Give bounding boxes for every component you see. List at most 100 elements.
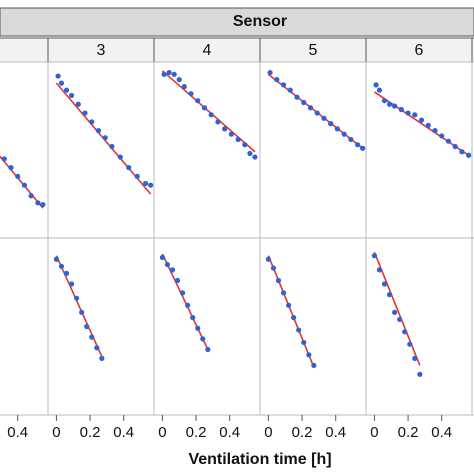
data-point [452, 143, 458, 150]
panel [53, 255, 105, 361]
data-point [402, 329, 408, 335]
data-point [280, 290, 287, 296]
data-point [445, 138, 452, 144]
data-point [381, 281, 388, 287]
data-point [314, 110, 320, 116]
panel [267, 69, 366, 151]
data-point [371, 253, 378, 259]
panel-frame [365, 61, 473, 239]
column-label: 6 [415, 42, 424, 59]
column-strip [259, 37, 367, 63]
x-tick-label: 0 [52, 424, 60, 441]
data-point [142, 180, 149, 187]
x-tick-label: 0.2 [80, 424, 101, 441]
fit-line [267, 255, 315, 368]
data-point [354, 142, 361, 148]
data-point [166, 69, 172, 76]
data-point [84, 323, 90, 330]
data-point [15, 173, 21, 179]
panel-frame [259, 237, 367, 416]
data-point [40, 201, 46, 208]
data-point [8, 165, 14, 171]
x-tick-label: 0.4 [7, 424, 28, 441]
data-point [28, 193, 34, 199]
data-point [328, 121, 334, 127]
data-point [21, 182, 28, 188]
data-point [63, 270, 70, 276]
data-point [459, 149, 465, 155]
data-point [176, 77, 182, 83]
data-point [89, 119, 95, 125]
data-point [1, 156, 7, 162]
data-point [235, 136, 241, 143]
data-point [148, 182, 154, 188]
data-point [418, 117, 425, 123]
data-point [109, 143, 115, 150]
column-strip [153, 37, 261, 63]
data-point [334, 126, 340, 132]
data-point [280, 82, 287, 88]
panel [159, 253, 211, 353]
data-point [267, 69, 273, 76]
data-point [341, 131, 347, 137]
data-point [215, 119, 221, 125]
data-point [89, 334, 95, 340]
data-point [392, 103, 398, 109]
data-point [208, 112, 214, 118]
data-point [386, 101, 393, 107]
data-point [252, 154, 258, 160]
data-point [180, 290, 186, 296]
data-point [159, 254, 166, 261]
data-point [412, 112, 418, 118]
data-point [181, 84, 187, 90]
panel-frame [471, 237, 474, 416]
data-point [75, 101, 81, 107]
data-point [407, 341, 413, 347]
data-point [79, 309, 85, 315]
fit-line [0, 155, 44, 209]
data-point [286, 302, 292, 308]
panel-frame [471, 61, 474, 239]
data-point [222, 126, 228, 132]
column-strip [0, 37, 49, 63]
x-tick-label: 0.2 [186, 424, 207, 441]
panel-frame [259, 61, 367, 239]
x-tick-label: 0 [158, 424, 166, 441]
data-point [287, 87, 293, 93]
panel [373, 82, 472, 158]
data-point [270, 265, 277, 271]
data-point [242, 142, 248, 148]
data-point [360, 145, 366, 151]
data-point [417, 371, 423, 377]
x-tick-label: 0.2 [398, 424, 419, 441]
data-point [164, 261, 171, 268]
x-tick-label: 0.4 [113, 424, 134, 441]
data-point [82, 110, 88, 116]
data-point [307, 105, 314, 111]
fit-line [373, 251, 421, 366]
data-point [169, 267, 176, 273]
data-point [432, 128, 438, 134]
x-tick-label: 0.2 [292, 424, 313, 441]
data-point [348, 136, 354, 143]
data-point [439, 133, 445, 139]
panel-frame [365, 237, 473, 416]
data-point [247, 150, 253, 157]
data-point [58, 263, 65, 269]
panel-frame [0, 237, 49, 416]
data-point [126, 165, 132, 171]
data-point [99, 355, 105, 361]
data-point [274, 77, 280, 83]
data-point [386, 292, 393, 298]
data-point [102, 135, 108, 141]
panel [371, 251, 423, 377]
panel-frame [153, 61, 261, 239]
data-point [301, 99, 307, 106]
data-point [201, 105, 208, 111]
data-point [195, 98, 201, 104]
data-point [466, 152, 472, 158]
fit-line [161, 253, 209, 350]
data-point [392, 309, 398, 315]
data-point [55, 73, 61, 79]
